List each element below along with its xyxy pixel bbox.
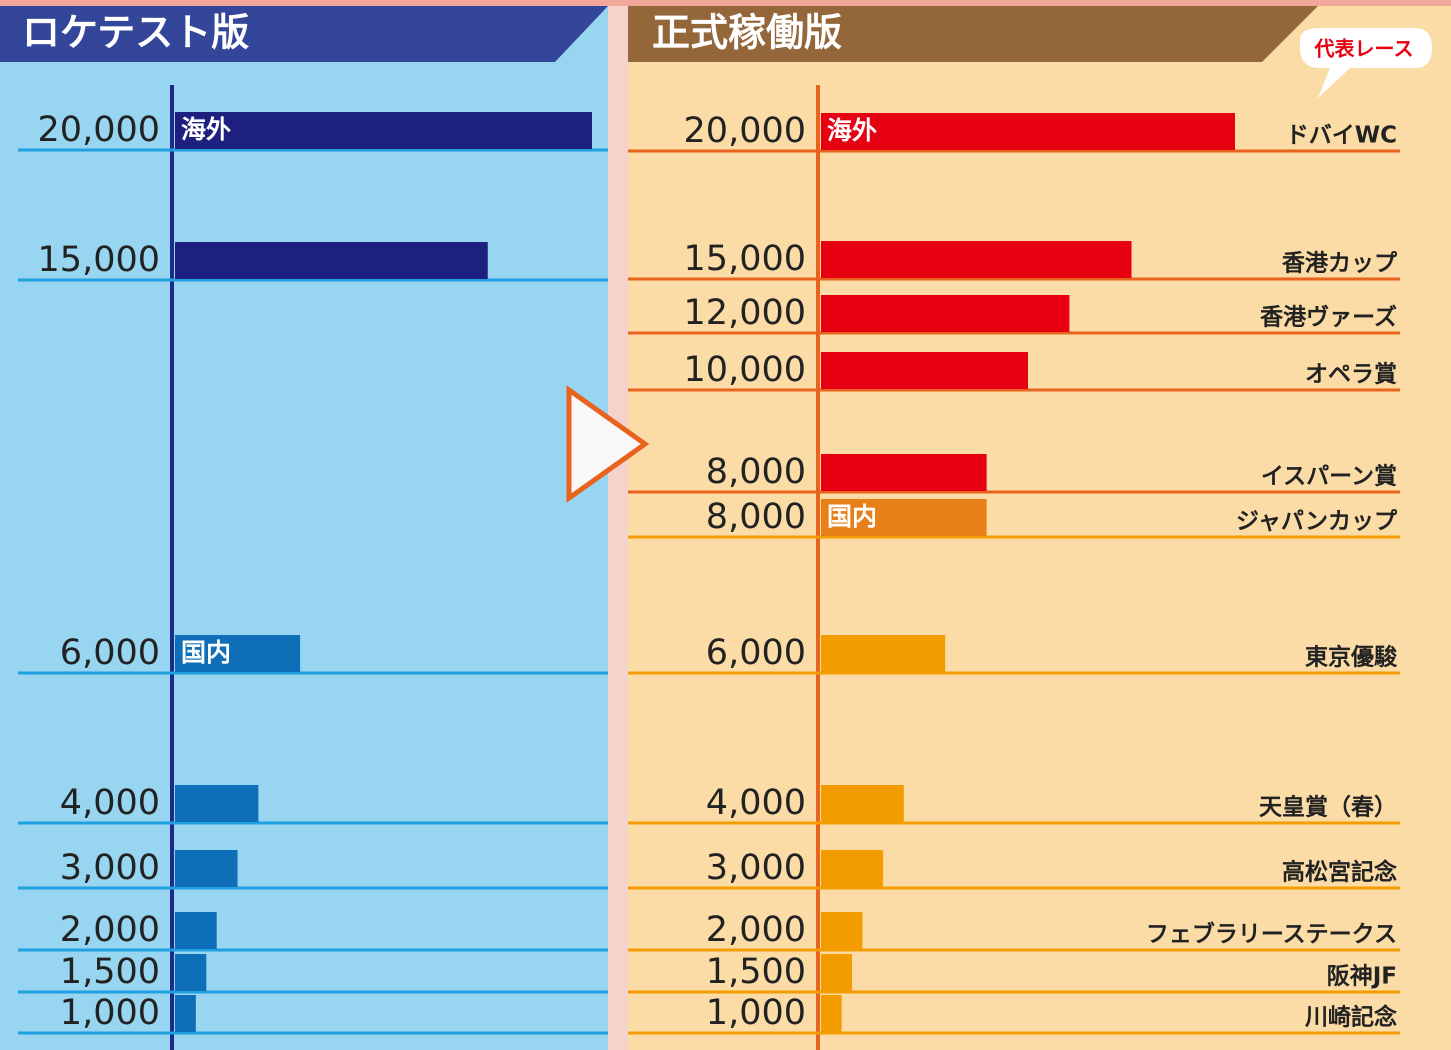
race-name: 天皇賞（春）: [1259, 794, 1397, 821]
group-label: 国内: [827, 502, 877, 531]
value-label: 8,000: [706, 452, 806, 492]
value-label: 20,000: [38, 110, 160, 150]
race-name: 阪神JF: [1327, 963, 1397, 990]
bar: [821, 954, 853, 991]
race-name: イスパーン賞: [1261, 463, 1397, 490]
group-label: 海外: [181, 115, 231, 144]
value-label: 1,000: [60, 993, 160, 1033]
value-label: 2,000: [60, 910, 160, 950]
speech-bubble: [1300, 28, 1432, 98]
left-panel: [0, 6, 608, 1050]
race-name: 川崎記念: [1305, 1004, 1397, 1031]
bar: [175, 850, 238, 887]
bar: [821, 454, 987, 491]
bar: [175, 242, 488, 279]
bar: [821, 352, 1028, 389]
right-panel: [628, 6, 1451, 1050]
bar: [175, 635, 301, 672]
value-label: 3,000: [60, 848, 160, 888]
value-label: 8,000: [706, 497, 806, 537]
arrow: [566, 385, 650, 503]
value-label: 6,000: [706, 633, 806, 673]
race-name: ジャパンカップ: [1236, 509, 1398, 535]
value-label: 20,000: [684, 111, 806, 151]
bar: [821, 241, 1132, 278]
bar: [175, 912, 217, 949]
right-title: 正式稼働版: [652, 11, 842, 55]
value-label: 15,000: [684, 239, 806, 279]
race-name: 東京優駿: [1305, 644, 1398, 671]
bar: [175, 954, 207, 991]
value-label: 6,000: [60, 633, 160, 673]
value-label: 10,000: [684, 350, 806, 390]
bar: [821, 113, 1235, 150]
bar: [175, 995, 196, 1032]
value-label: 3,000: [706, 848, 806, 888]
value-label: 4,000: [706, 783, 806, 823]
bar: [821, 499, 987, 536]
bar: [821, 850, 884, 887]
bar: [821, 785, 904, 822]
bar: [175, 785, 259, 822]
group-label: 海外: [827, 116, 877, 145]
value-label: 4,000: [60, 783, 160, 823]
left-title-bar: [0, 6, 608, 62]
bar: [821, 912, 863, 949]
race-name: オペラ賞: [1305, 361, 1397, 388]
value-label: 2,000: [706, 910, 806, 950]
value-label: 15,000: [38, 240, 160, 280]
value-label: 1,500: [706, 952, 806, 992]
subtitle: 代表レース: [1314, 37, 1414, 61]
race-name: 香港カップ: [1282, 251, 1398, 277]
race-name: 香港ヴァーズ: [1260, 304, 1397, 331]
bar: [175, 112, 592, 149]
value-label: 12,000: [684, 293, 806, 333]
left-title: ロケテスト版: [22, 11, 249, 55]
race-name: 高松宮記念: [1282, 859, 1397, 886]
bar: [821, 635, 946, 672]
group-label: 国内: [181, 638, 231, 667]
value-label: 1,000: [706, 993, 806, 1033]
bar: [821, 295, 1070, 332]
race-name: ドバイWC: [1286, 123, 1397, 149]
divider: [608, 6, 628, 1050]
bar: [821, 995, 842, 1032]
right-title-bar: [628, 6, 1318, 62]
value-label: 1,500: [60, 952, 160, 992]
race-name: フェブラリーステークス: [1146, 921, 1397, 948]
